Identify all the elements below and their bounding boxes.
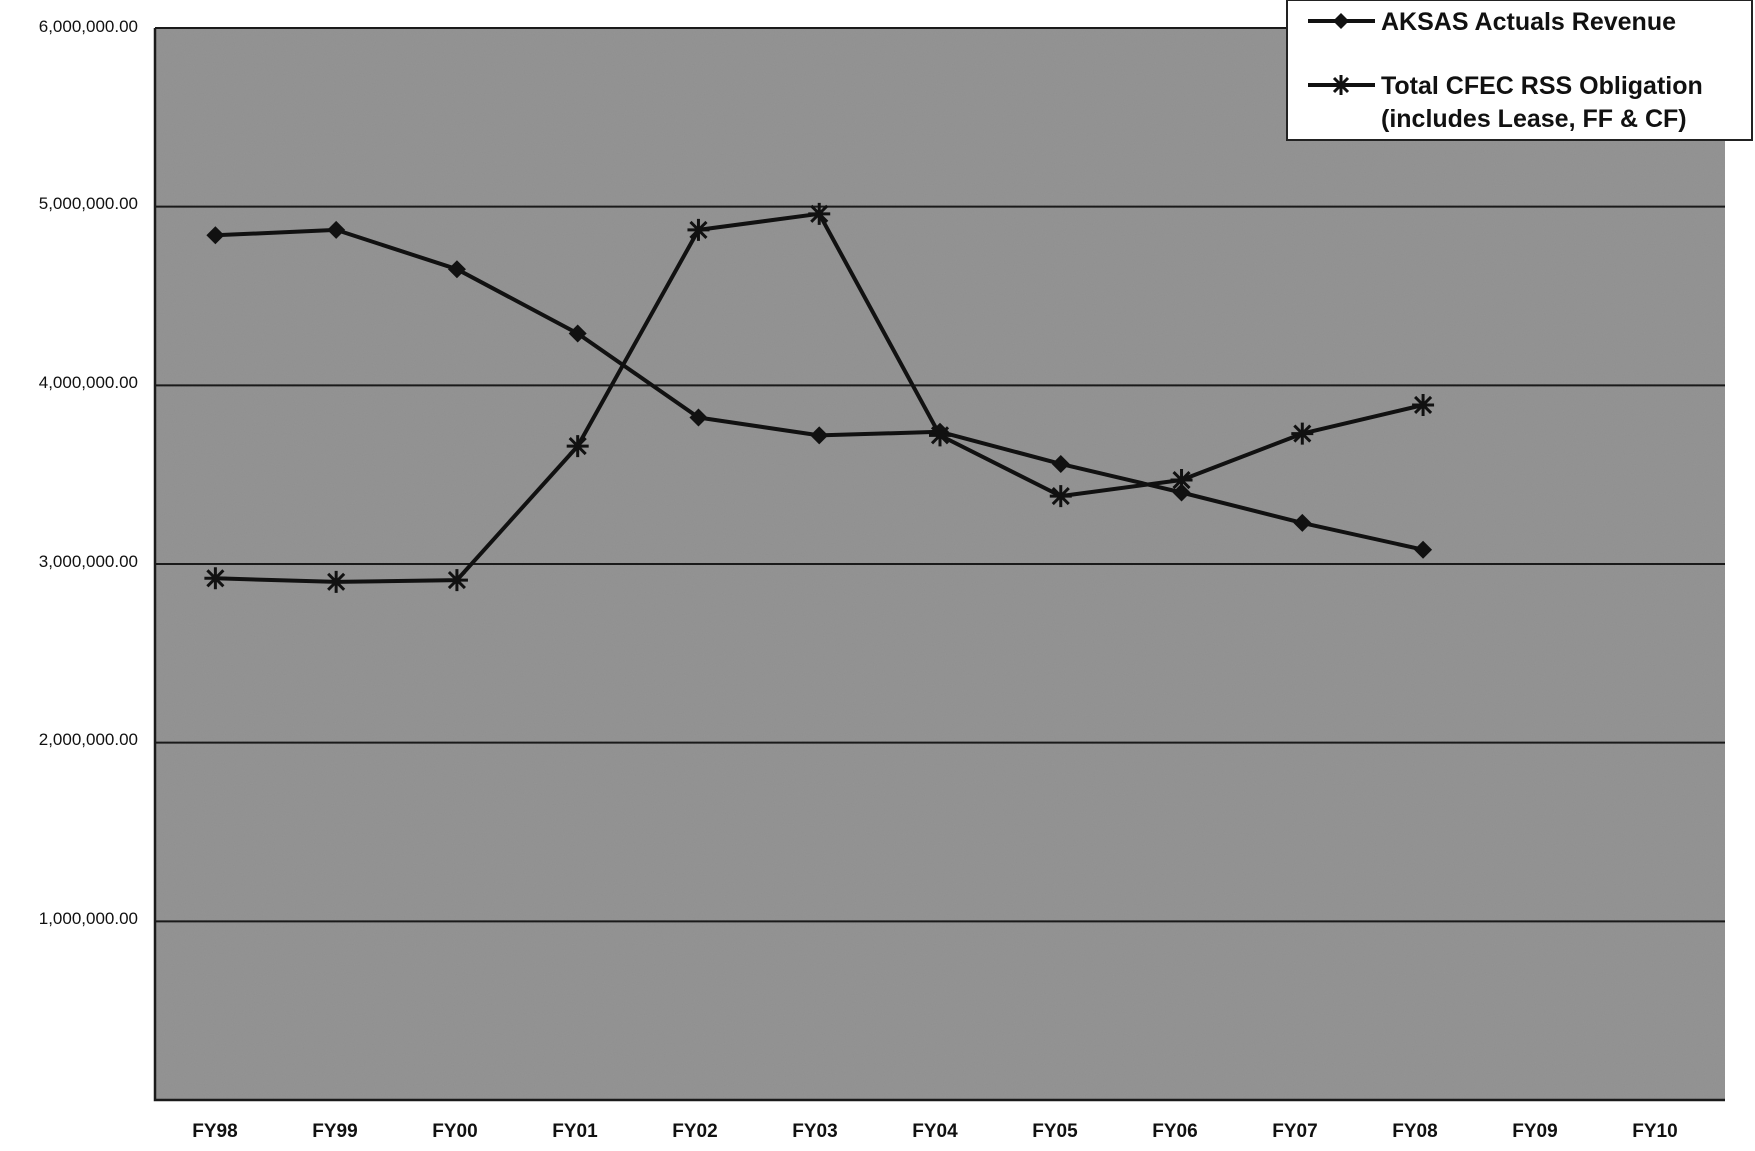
x-tick-label-fy99: FY99 (312, 1121, 357, 1142)
x-tick-label-fy08: FY08 (1392, 1121, 1437, 1142)
point-series0-fy01 (568, 324, 587, 343)
x-tick-label-fy10: FY10 (1632, 1121, 1677, 1142)
x-tick-label-fy09: FY09 (1512, 1121, 1557, 1142)
y-tick-label-5000000: 5,000,000.00 (39, 194, 138, 213)
x-axis: FY98 FY99 FY00 FY01 FY02 FY03 FY04 FY05 … (192, 1121, 1677, 1142)
point-series0-fy07 (1293, 513, 1312, 532)
legend-label-aksas: AKSAS Actuals Revenue (1381, 8, 1676, 36)
point-series1-fy99 (325, 570, 348, 593)
y-tick-label-1000000: 1,000,000.00 (39, 909, 138, 928)
series-1 (204, 202, 1435, 593)
x-tick-label-fy03: FY03 (792, 1121, 837, 1142)
y-tick-label-3000000: 3,000,000.00 (39, 552, 138, 571)
point-series0-fy08 (1414, 540, 1433, 559)
point-series1-fy98 (204, 567, 227, 590)
point-series1-fy04 (929, 424, 951, 447)
x-tick-label-fy04: FY04 (912, 1121, 958, 1142)
point-series1-fy05 (1049, 485, 1072, 508)
point-series0-fy99 (327, 220, 346, 239)
point-series1-fy08 (1412, 393, 1435, 416)
point-series0-fy00 (447, 260, 466, 279)
x-tick-label-fy00: FY00 (432, 1121, 477, 1142)
legend-label-cfec-line2: (includes Lease, FF & CF) (1381, 105, 1687, 133)
point-series0-fy06 (1172, 483, 1191, 502)
point-series0-fy02 (689, 408, 708, 427)
x-tick-label-fy01: FY01 (552, 1121, 598, 1142)
point-series0-fy05 (1051, 454, 1070, 473)
x-tick-label-fy07: FY07 (1272, 1121, 1317, 1142)
legend-entry-aksas: AKSAS Actuals Revenue (1308, 8, 1676, 36)
x-tick-label-fy02: FY02 (672, 1121, 717, 1142)
legend: AKSAS Actuals Revenue Total CFEC RSS Obl… (1286, 0, 1753, 141)
point-series0-fy98 (206, 226, 225, 245)
y-tick-label-4000000: 4,000,000.00 (39, 373, 138, 392)
point-series1-fy02 (687, 218, 710, 241)
point-series1-fy01 (566, 435, 589, 458)
legend-marker-star-icon (1331, 75, 1351, 95)
gridlines (153, 27, 1725, 1102)
point-series1-fy00 (445, 569, 468, 592)
x-tick-label-fy98: FY98 (192, 1121, 237, 1142)
point-series1-fy03 (808, 202, 831, 225)
legend-label-cfec: Total CFEC RSS Obligation (1381, 72, 1703, 100)
legend-entry-cfec: Total CFEC RSS Obligation (includes Leas… (1308, 72, 1703, 133)
legend-marker-diamond-icon (1333, 13, 1349, 29)
x-tick-label-fy05: FY05 (1032, 1121, 1078, 1142)
x-tick-label-fy06: FY06 (1152, 1121, 1197, 1142)
point-series0-fy03 (810, 426, 829, 445)
y-tick-label-6000000: 6,000,000.00 (39, 17, 138, 36)
series-layer (204, 202, 1435, 593)
legend-box (1286, 0, 1753, 141)
y-axis: 1,000,000.00 2,000,000.00 3,000,000.00 4… (39, 17, 138, 928)
axis-lines (153, 28, 1725, 1102)
y-tick-label-2000000: 2,000,000.00 (39, 730, 138, 749)
point-series1-fy06 (1170, 469, 1193, 492)
point-series1-fy07 (1291, 422, 1314, 445)
